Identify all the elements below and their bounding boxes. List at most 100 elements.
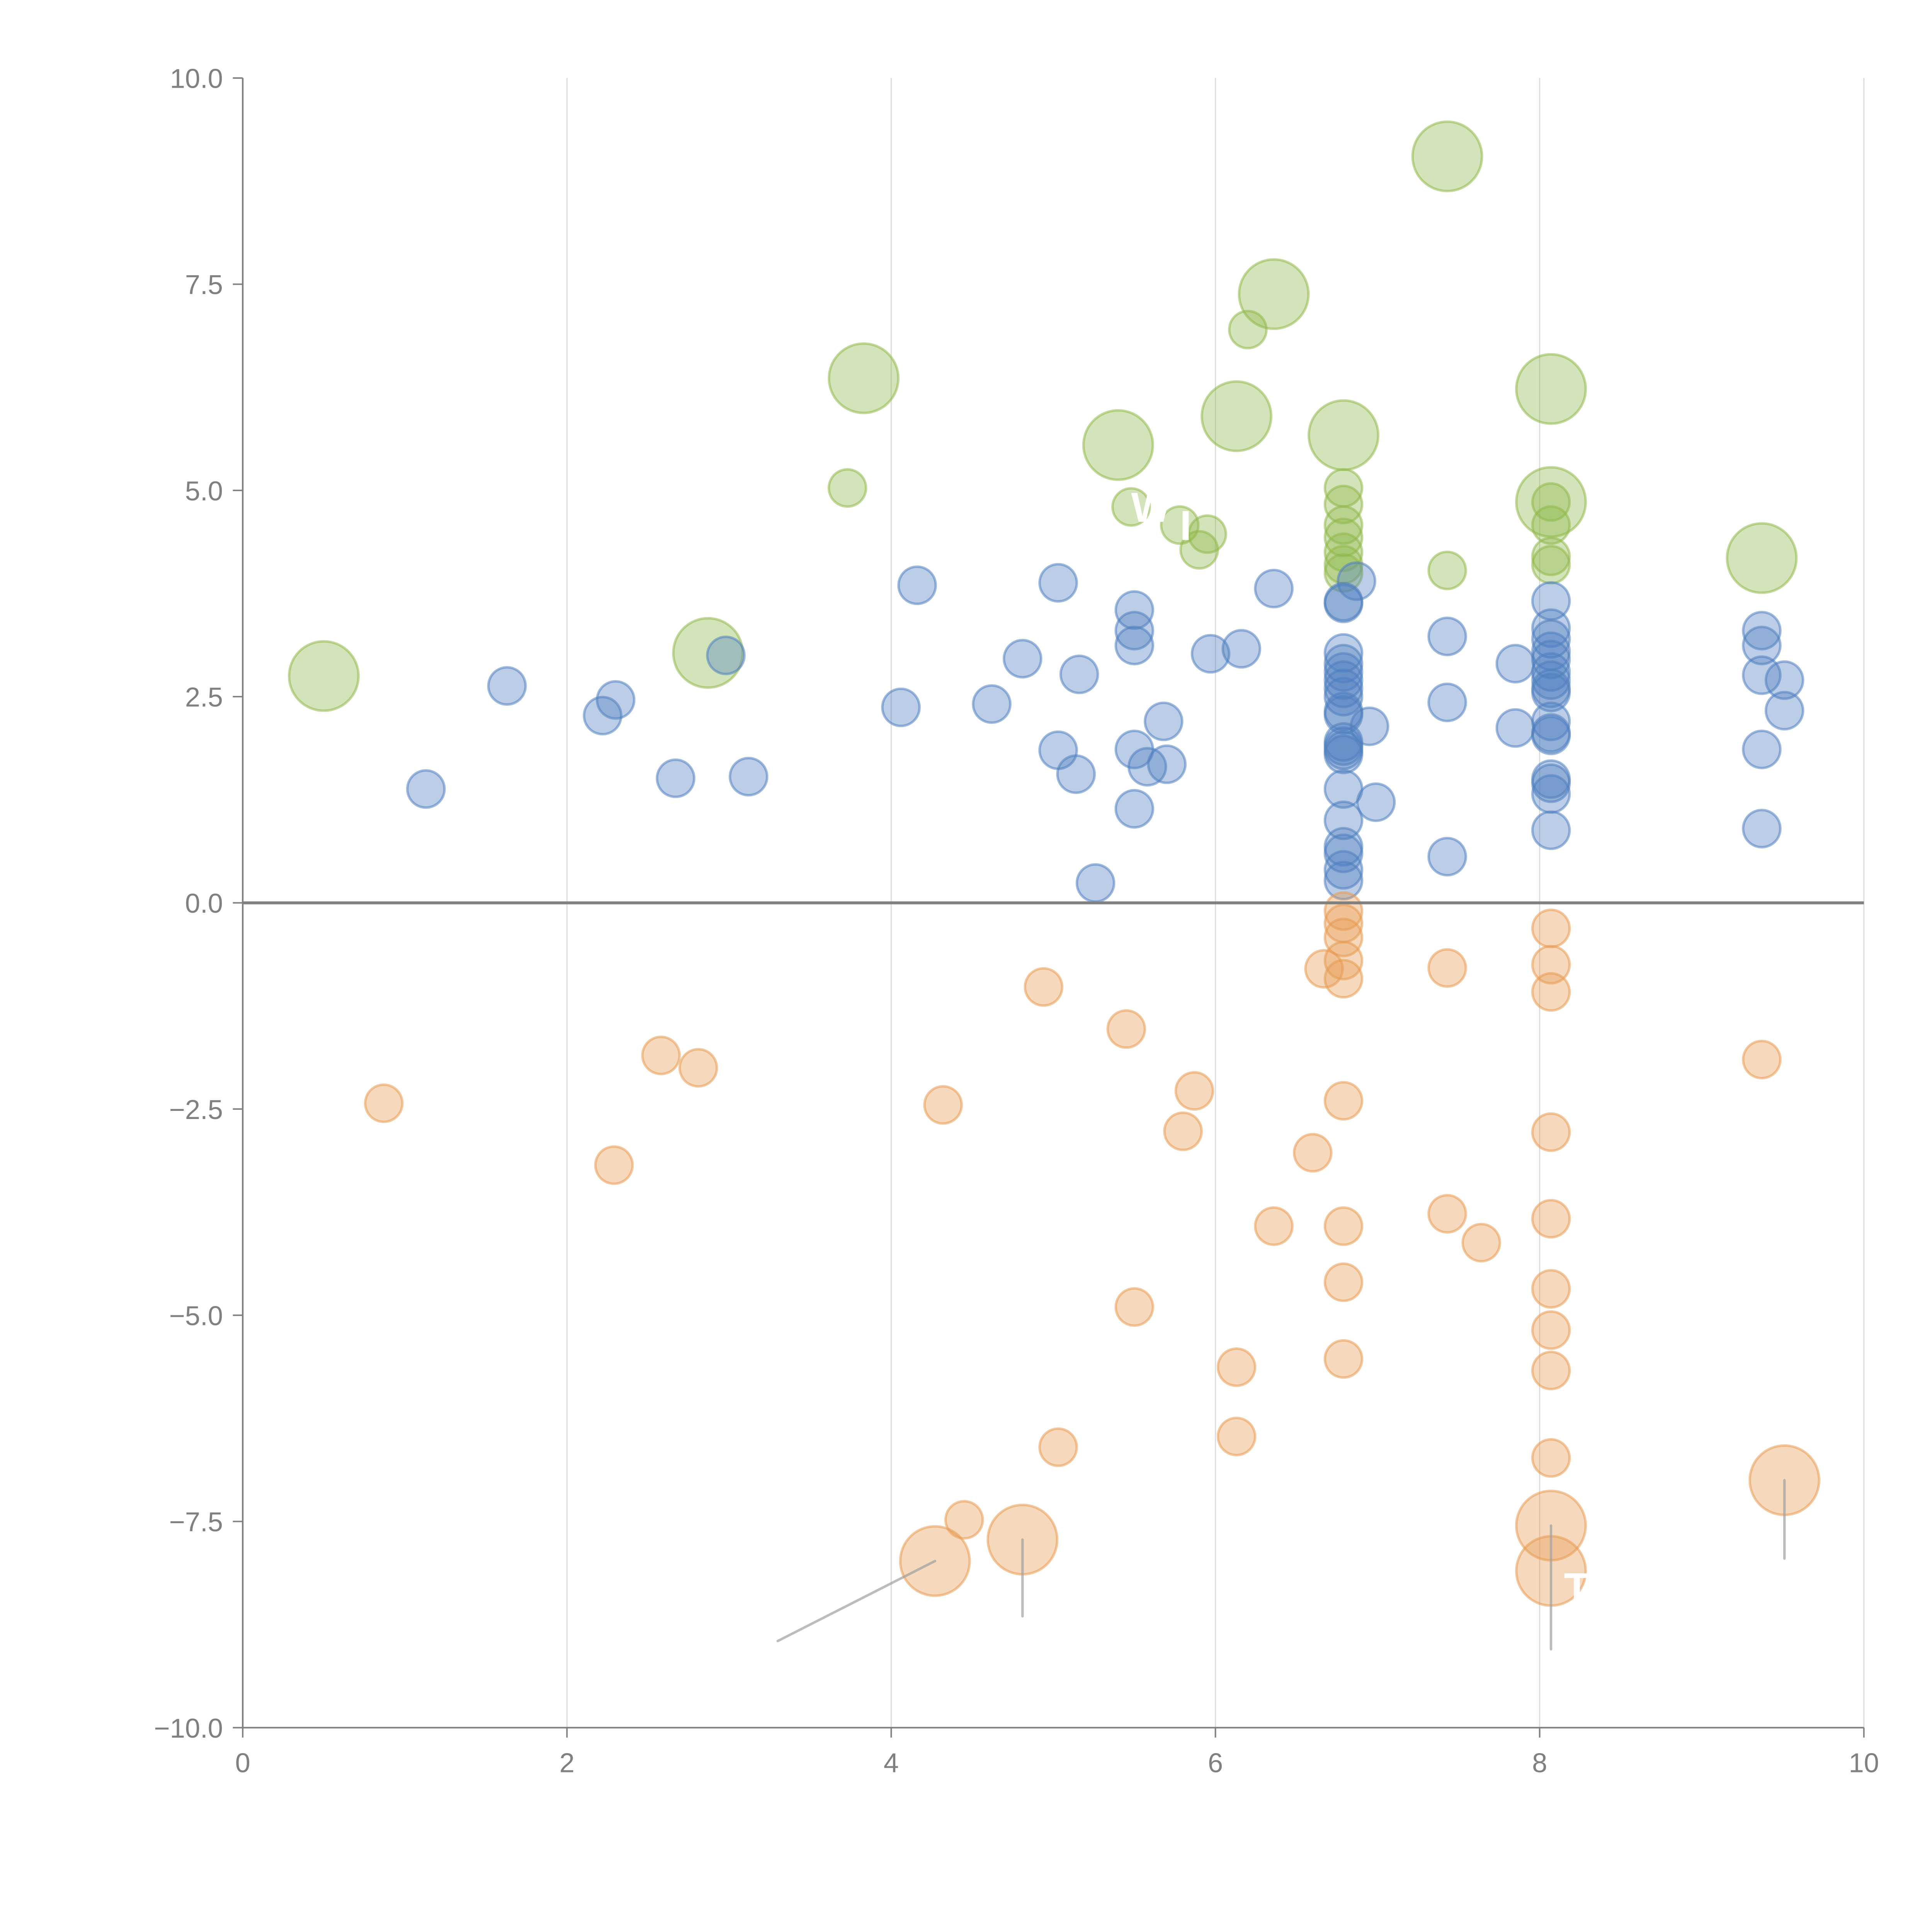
blue-bubble bbox=[972, 684, 1012, 724]
bubbles bbox=[288, 120, 1821, 1607]
green-bubble bbox=[1111, 487, 1151, 527]
orange-bubble bbox=[1304, 949, 1344, 989]
blue-bubble bbox=[656, 758, 696, 798]
blue-bubble bbox=[595, 680, 636, 720]
orange-bubble bbox=[1531, 1112, 1571, 1152]
green-bubble bbox=[1515, 353, 1587, 425]
green-bubble bbox=[1308, 399, 1379, 471]
green-bubble bbox=[1323, 505, 1364, 545]
blue-bubble bbox=[897, 565, 937, 605]
x-tick-label: 2 bbox=[560, 1748, 575, 1778]
green-bubble bbox=[1323, 517, 1364, 558]
blue-bubble bbox=[1323, 735, 1364, 774]
green-bubble bbox=[1531, 505, 1571, 545]
orange-bubble bbox=[1174, 1071, 1214, 1111]
blue-bubble bbox=[1531, 810, 1571, 850]
blue-bubble bbox=[1742, 611, 1782, 651]
point-label: I bbox=[1180, 502, 1191, 549]
green-bubble bbox=[1531, 545, 1571, 585]
blue-bubble bbox=[1742, 730, 1782, 769]
blue-bubble bbox=[728, 757, 769, 797]
blue-bubble bbox=[1143, 701, 1184, 742]
orange-bubble bbox=[1323, 1339, 1364, 1379]
y-axis-ticks: 10.0 7.5 5.0 2.5 0.0 −2.5 −5.0 −7.5 −10.0 bbox=[154, 63, 243, 1743]
blue-bubble bbox=[1075, 863, 1116, 903]
blue-bubble bbox=[1531, 715, 1571, 755]
blue-bubble bbox=[1495, 644, 1535, 684]
blue-bubble bbox=[1114, 789, 1155, 829]
orange-bubble bbox=[1531, 1350, 1571, 1391]
blue-bubble bbox=[881, 687, 921, 727]
orange-bubble bbox=[678, 1048, 718, 1088]
blue-bubble bbox=[1764, 660, 1804, 700]
orange-bubble bbox=[1323, 1206, 1364, 1246]
orange-bubble bbox=[1216, 1347, 1257, 1387]
green-bubble bbox=[1411, 120, 1483, 192]
blue-bubble bbox=[1254, 568, 1294, 609]
orange-bubble bbox=[1531, 1199, 1571, 1239]
blue-bubble bbox=[1742, 626, 1782, 665]
point-labels: W I T bbox=[1131, 484, 1590, 1611]
blue-bubble bbox=[1531, 619, 1571, 659]
blue-bubble bbox=[1114, 590, 1155, 630]
blue-bubble bbox=[487, 666, 527, 706]
orange-bubble bbox=[1531, 972, 1571, 1012]
blue-bubble bbox=[406, 769, 446, 809]
blue-bubble bbox=[1221, 629, 1261, 669]
orange-bubble bbox=[364, 1083, 404, 1123]
y-tick-label: 5.0 bbox=[185, 476, 223, 506]
green-bubble bbox=[828, 342, 900, 414]
x-tick-label: 8 bbox=[1532, 1748, 1547, 1778]
blue-bubble bbox=[1531, 701, 1571, 742]
blue-bubble bbox=[1531, 672, 1571, 713]
orange-bubble bbox=[1461, 1223, 1501, 1263]
orange-bubble bbox=[1531, 1310, 1571, 1350]
green-bubble bbox=[1323, 485, 1364, 524]
blue-bubble bbox=[1323, 583, 1364, 623]
green-bubble bbox=[1082, 409, 1154, 481]
blue-bubble bbox=[1002, 639, 1043, 679]
orange-bubble bbox=[1427, 948, 1467, 988]
blue-bubble bbox=[1323, 660, 1364, 700]
blue-bubble bbox=[1147, 744, 1187, 784]
x-tick-label: 0 bbox=[235, 1748, 250, 1778]
x-axis-ticks: 0 2 4 6 8 10 bbox=[235, 1728, 1879, 1778]
blue-bubble bbox=[1742, 809, 1782, 849]
blue-bubble bbox=[583, 696, 622, 736]
leader-line bbox=[776, 1560, 936, 1643]
blue-bubble bbox=[1038, 563, 1078, 603]
x-tick-label: 4 bbox=[884, 1748, 899, 1778]
orange-bubble bbox=[1163, 1111, 1203, 1151]
orange-bubble bbox=[1531, 945, 1571, 985]
leader-lines bbox=[776, 1479, 1786, 1651]
y-tick-label: −5.0 bbox=[169, 1300, 223, 1331]
orange-bubble bbox=[1323, 959, 1364, 999]
y-tick-label: 2.5 bbox=[185, 682, 223, 713]
blue-bubble bbox=[1427, 616, 1467, 656]
orange-bubble bbox=[1323, 1081, 1364, 1121]
y-tick-label: −2.5 bbox=[169, 1094, 223, 1125]
blue-bubble bbox=[1323, 833, 1364, 873]
blue-bubble bbox=[1764, 690, 1804, 731]
y-tick-label: −7.5 bbox=[169, 1507, 223, 1537]
blue-bubble bbox=[1056, 754, 1096, 794]
orange-bubble bbox=[944, 1500, 984, 1540]
orange-bubble bbox=[1323, 1262, 1364, 1302]
orange-bubble bbox=[1038, 1427, 1078, 1467]
x-tick-label: 6 bbox=[1208, 1748, 1223, 1778]
y-tick-label: −10.0 bbox=[154, 1713, 223, 1743]
blue-bubble bbox=[1531, 652, 1571, 692]
green-bubble bbox=[1238, 258, 1310, 330]
green-bubble bbox=[1427, 551, 1467, 590]
orange-bubble bbox=[641, 1036, 681, 1075]
blue-bubble bbox=[1114, 626, 1155, 665]
blue-bubble bbox=[1337, 561, 1376, 601]
orange-bubble bbox=[1531, 1269, 1571, 1309]
blue-bubble bbox=[1323, 850, 1364, 890]
blue-bubble bbox=[1531, 608, 1571, 648]
blue-bubble bbox=[1531, 639, 1571, 680]
axes bbox=[242, 78, 1864, 1729]
orange-bubble bbox=[1323, 917, 1364, 957]
orange-bubble bbox=[1293, 1133, 1333, 1173]
